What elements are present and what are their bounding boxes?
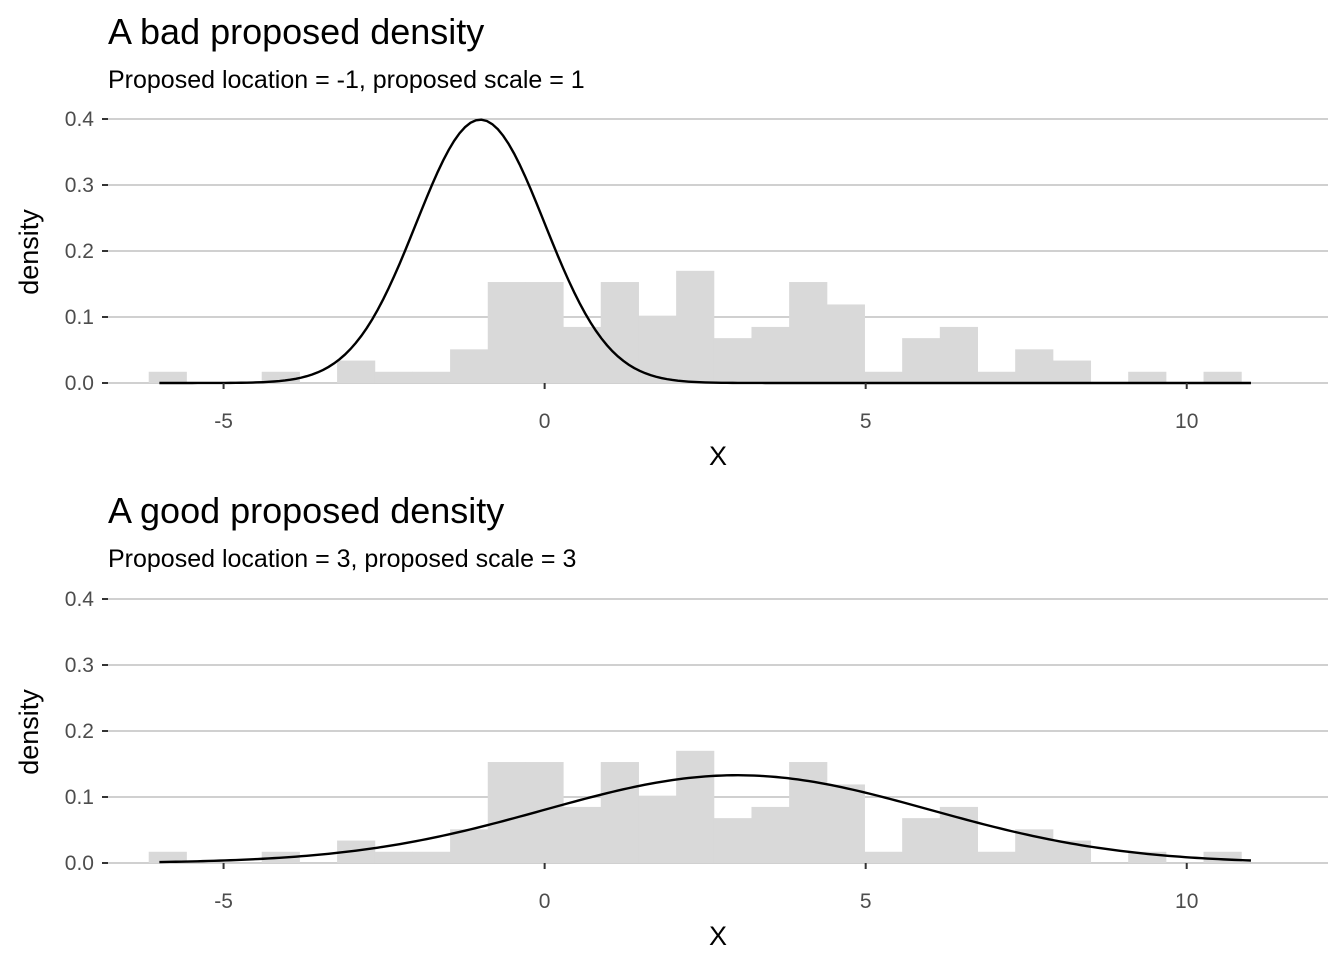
histogram-bar [1128, 371, 1167, 383]
chart-title: A good proposed density [108, 490, 504, 531]
histogram-bar [864, 851, 903, 863]
density-curve [159, 118, 1251, 385]
x-tick-label: 5 [860, 890, 872, 913]
histogram-bar [148, 371, 187, 383]
y-tick-label: 0.2 [65, 240, 94, 263]
histogram-bar [939, 806, 979, 863]
y-tick-label: 0.0 [65, 852, 94, 875]
histogram-bar [977, 851, 1016, 863]
histogram-bar [261, 371, 300, 383]
histogram-bar [1203, 851, 1242, 863]
y-tick-label: 0.3 [65, 174, 94, 197]
chart-subtitle: Proposed location = 3, proposed scale = … [108, 545, 576, 573]
histogram-bars [148, 750, 1242, 863]
histogram-bar [638, 795, 677, 863]
histogram-bar [939, 326, 979, 383]
chart-panel-bad: A bad proposed density Proposed location… [14, 11, 1328, 471]
histogram-bar [487, 762, 526, 863]
chart-subtitle: Proposed location = -1, proposed scale =… [108, 66, 585, 94]
histogram-bar [148, 851, 187, 863]
y-tick-label: 0.2 [65, 720, 94, 743]
histogram-bars [148, 270, 1242, 383]
x-tick-label: -5 [214, 890, 233, 913]
chart-panel-good: A good proposed density Proposed locatio… [14, 490, 1328, 951]
histogram-bar [864, 371, 903, 383]
y-tick-label: 0.1 [65, 786, 94, 809]
histogram-bar [450, 349, 489, 383]
histogram-bar [751, 326, 790, 383]
histogram-bar [1128, 851, 1167, 863]
histogram-bar [676, 750, 715, 863]
density-curve-layer [159, 118, 1251, 385]
histogram-bar [751, 806, 790, 863]
histogram-bar [902, 818, 941, 863]
histogram-bar [713, 338, 752, 383]
histogram-bar [713, 818, 752, 863]
x-axis: -5 0 5 10 [214, 383, 1198, 433]
histogram-bar [412, 851, 451, 863]
histogram-bar [412, 371, 451, 383]
histogram-bar [450, 829, 489, 863]
histogram-bar [902, 338, 941, 383]
x-axis-title: X [709, 921, 727, 951]
y-axis-title: density [14, 209, 44, 295]
x-tick-label: 10 [1175, 890, 1198, 913]
histogram-bar [563, 326, 602, 383]
x-tick-label: -5 [214, 410, 233, 433]
histogram-bar [676, 270, 715, 383]
y-axis: 0.0 0.1 0.2 0.3 0.4 [65, 588, 108, 875]
x-axis-title: X [709, 441, 727, 471]
y-axis-title: density [14, 689, 44, 775]
histogram-bar [1015, 349, 1054, 383]
y-tick-label: 0.3 [65, 654, 94, 677]
y-tick-label: 0.4 [65, 108, 95, 131]
histogram-bar [563, 806, 602, 863]
histogram-bar [789, 762, 828, 863]
histogram-bar [977, 371, 1016, 383]
histogram-bar [789, 282, 828, 383]
y-tick-label: 0.0 [65, 372, 94, 395]
x-tick-label: 10 [1175, 410, 1198, 433]
x-axis: -5 0 5 10 [214, 863, 1198, 913]
histogram-bar [337, 360, 376, 383]
density-curve [159, 774, 1251, 864]
y-tick-label: 0.1 [65, 306, 94, 329]
histogram-bar [374, 371, 413, 383]
x-tick-label: 0 [539, 890, 551, 913]
y-axis: 0.0 0.1 0.2 0.3 0.4 [65, 108, 108, 395]
histogram-bar [600, 762, 639, 863]
histogram-bar [826, 304, 865, 383]
histogram-bar [826, 784, 865, 863]
histogram-bar [1203, 371, 1242, 383]
histogram-bar [1052, 360, 1092, 383]
x-tick-label: 5 [860, 410, 872, 433]
histogram-bar [487, 282, 526, 383]
density-curve-layer [159, 774, 1251, 864]
x-tick-label: 0 [539, 410, 551, 433]
histogram-bar [525, 282, 564, 383]
histogram-bar [374, 851, 413, 863]
y-tick-label: 0.4 [65, 588, 95, 611]
chart-title: A bad proposed density [108, 11, 484, 52]
histogram-bar [1015, 829, 1054, 863]
